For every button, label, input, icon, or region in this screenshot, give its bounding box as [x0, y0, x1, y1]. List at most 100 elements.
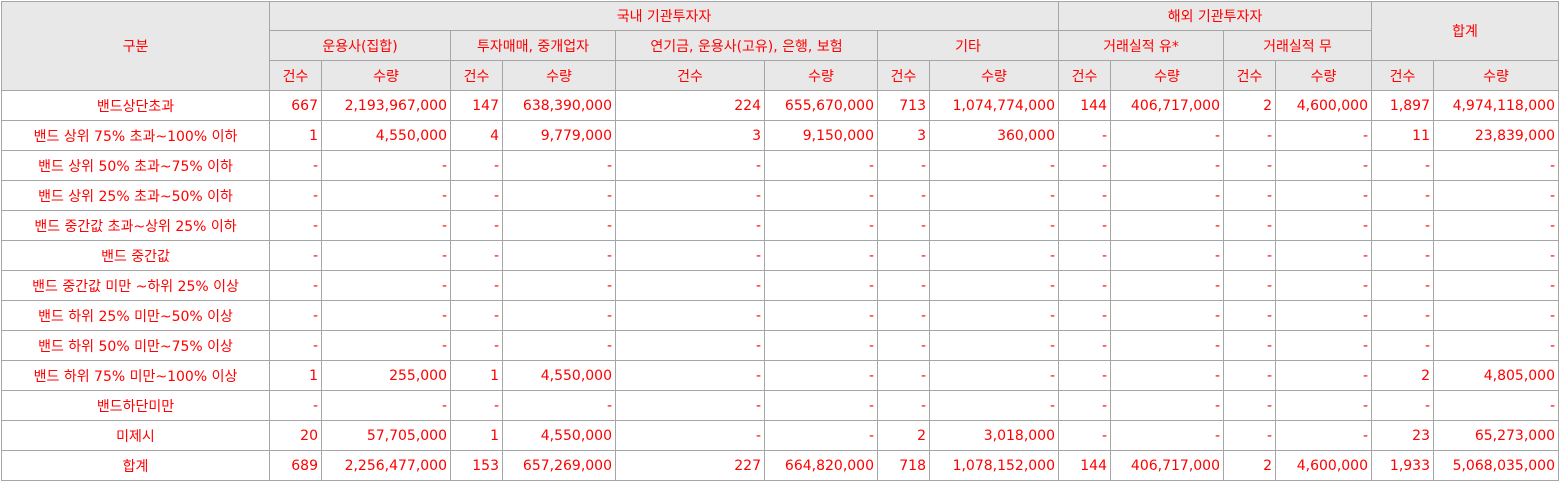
quantity-cell: - — [764, 210, 878, 241]
quantity-cell: - — [502, 210, 616, 241]
count-cell: - — [615, 210, 765, 241]
count-header: 건수 — [615, 60, 765, 91]
quantity-cell: - — [764, 150, 878, 181]
quantity-cell: - — [1432, 240, 1559, 271]
quantity-header: 수량 — [1275, 60, 1372, 91]
quantity-cell: - — [929, 270, 1059, 301]
quantity-header: 수량 — [929, 60, 1059, 91]
count-cell: - — [450, 240, 503, 271]
quantity-cell: - — [321, 330, 451, 361]
table-row: 밴드하단미만 - - - - - - - - - - - - - - — [1, 390, 1559, 421]
quantity-cell: 655,670,000 — [764, 90, 878, 121]
count-cell: 2 — [1223, 90, 1276, 121]
count-cell: - — [269, 300, 322, 331]
domestic-investors-header: 국내 기관투자자 — [269, 1, 1059, 31]
quantity-cell: - — [502, 240, 616, 271]
count-cell: 1 — [450, 420, 503, 451]
count-cell: - — [1058, 180, 1111, 211]
table-row: 밴드 중간값 초과~상위 25% 이하 - - - - - - - - - - - - - - — [1, 210, 1559, 241]
count-cell: - — [269, 210, 322, 241]
row-label: 밴드 하위 50% 미만~75% 이상 — [1, 330, 270, 361]
count-cell: - — [877, 330, 930, 361]
count-cell: - — [1223, 360, 1276, 391]
count-cell: 689 — [269, 450, 322, 481]
quantity-cell: 4,550,000 — [321, 120, 451, 151]
table-row: 밴드 상위 25% 초과~50% 이하 - - - - - - - - - - - - - - — [1, 180, 1559, 211]
quantity-cell: 406,717,000 — [1110, 450, 1224, 481]
quantity-cell: 9,779,000 — [502, 120, 616, 151]
count-cell: - — [1058, 390, 1111, 421]
count-cell: - — [1058, 300, 1111, 331]
foreign-investors-header: 해외 기관투자자 — [1058, 1, 1372, 31]
quantity-cell: - — [1110, 270, 1224, 301]
count-cell: - — [615, 390, 765, 421]
count-header: 건수 — [877, 60, 930, 91]
count-cell: - — [1058, 150, 1111, 181]
row-label: 밴드상단초과 — [1, 90, 270, 121]
quantity-header: 수량 — [321, 60, 451, 91]
count-cell: - — [877, 210, 930, 241]
quantity-cell: - — [764, 300, 878, 331]
row-label: 밴드 중간값 — [1, 240, 270, 271]
count-cell: 1 — [450, 360, 503, 391]
count-cell: - — [1058, 270, 1111, 301]
count-cell: - — [450, 180, 503, 211]
quantity-cell: 4,550,000 — [502, 420, 616, 451]
count-cell: - — [1371, 210, 1434, 241]
count-cell: 718 — [877, 450, 930, 481]
quantity-cell: 657,269,000 — [502, 450, 616, 481]
count-cell: - — [615, 150, 765, 181]
count-cell: - — [877, 360, 930, 391]
count-cell: 227 — [615, 450, 765, 481]
count-cell: - — [877, 270, 930, 301]
table-row: 미제시 20 57,705,000 1 4,550,000- -2 3,018,000- - -… — [1, 420, 1559, 451]
quantity-cell: - — [1275, 420, 1372, 451]
count-cell: - — [1223, 150, 1276, 181]
quantity-header: 수량 — [502, 60, 616, 91]
count-cell: - — [1223, 240, 1276, 271]
quantity-cell: - — [1110, 330, 1224, 361]
quantity-cell: 4,805,000 — [1432, 360, 1559, 391]
count-header: 건수 — [1223, 60, 1276, 91]
row-label: 미제시 — [1, 420, 270, 451]
quantity-cell: - — [929, 360, 1059, 391]
count-cell: - — [1223, 180, 1276, 211]
group-header-pension-bank-insurance: 연기금, 운용사(고유), 은행, 보험 — [615, 30, 878, 61]
count-cell: - — [615, 300, 765, 331]
quantity-cell: - — [502, 330, 616, 361]
quantity-cell: 1,078,152,000 — [929, 450, 1059, 481]
count-cell: 144 — [1058, 90, 1111, 121]
count-cell: - — [269, 240, 322, 271]
count-cell: - — [450, 330, 503, 361]
count-cell: - — [450, 390, 503, 421]
quantity-cell: - — [1110, 210, 1224, 241]
count-cell: - — [877, 180, 930, 211]
quantity-cell: - — [1432, 270, 1559, 301]
category-header: 구분 — [1, 1, 270, 91]
quantity-cell: - — [764, 390, 878, 421]
quantity-cell: 360,000 — [929, 120, 1059, 151]
table-row: 밴드상단초과 667 2,193,967,000 147 638,390,000 224 6… — [1, 90, 1559, 121]
count-cell: - — [1223, 270, 1276, 301]
quantity-cell: - — [1432, 330, 1559, 361]
count-cell: - — [615, 270, 765, 301]
quantity-cell: - — [1110, 150, 1224, 181]
quantity-cell: 255,000 — [321, 360, 451, 391]
group-header-asset-manager: 운용사(집합) — [269, 30, 451, 61]
count-header: 건수 — [450, 60, 503, 91]
quantity-header: 수량 — [1432, 60, 1559, 91]
quantity-cell: - — [321, 240, 451, 271]
quantity-cell: 57,705,000 — [321, 420, 451, 451]
quantity-cell: - — [1275, 210, 1372, 241]
quantity-cell: - — [764, 420, 878, 451]
count-cell: - — [450, 210, 503, 241]
quantity-cell: - — [321, 150, 451, 181]
count-cell: - — [1058, 240, 1111, 271]
quantity-cell: - — [764, 360, 878, 391]
table-row: 밴드 하위 25% 미만~50% 이상 - - - - - - - - - - - - - - — [1, 300, 1559, 331]
quantity-cell: - — [1110, 360, 1224, 391]
table-row: 밴드 상위 75% 초과~100% 이하 1 4,550,000 4 9,779,000… — [1, 120, 1559, 151]
quantity-cell: 4,600,000 — [1275, 450, 1372, 481]
count-cell: 2 — [877, 420, 930, 451]
quantity-cell: - — [1275, 150, 1372, 181]
